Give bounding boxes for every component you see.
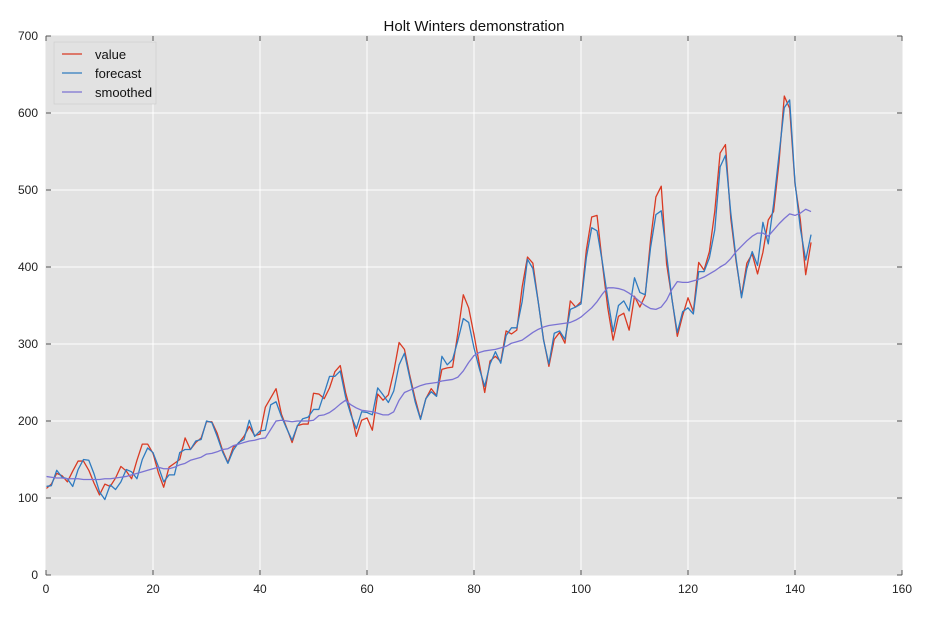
y-tick-label: 500	[18, 183, 38, 197]
axis-ticks: 0 20 40 60 80 100 120 140 160 0 100 200 300 400 500 600…	[18, 29, 912, 596]
y-tick-label: 0	[31, 568, 38, 582]
x-tick-label: 20	[146, 582, 160, 596]
x-tick-label: 140	[785, 582, 805, 596]
x-tick-label: 80	[467, 582, 481, 596]
series-line-value	[45, 95, 812, 496]
y-tick-label: 300	[18, 337, 38, 351]
x-tick-label: 120	[678, 582, 698, 596]
y-tick-label: 600	[18, 106, 38, 120]
y-tick-label: 100	[18, 491, 38, 505]
legend-label-forecast: forecast	[95, 66, 142, 81]
series-line-forecast	[45, 99, 812, 501]
x-tick-label: 40	[253, 582, 267, 596]
legend-label-value: value	[95, 47, 126, 62]
series-lines	[45, 95, 812, 501]
x-tick-label: 60	[360, 582, 374, 596]
x-tick-label: 160	[892, 582, 912, 596]
x-tick-label: 100	[571, 582, 591, 596]
chart-title: Holt Winters demonstration	[384, 18, 565, 35]
legend: value forecast smoothed	[53, 41, 157, 105]
y-tick-label: 200	[18, 414, 38, 428]
y-tick-label: 400	[18, 260, 38, 274]
legend-label-smoothed: smoothed	[95, 85, 152, 100]
x-tick-label: 0	[43, 582, 50, 596]
series-line-smoothed	[45, 208, 812, 481]
y-tick-label: 700	[18, 29, 38, 43]
